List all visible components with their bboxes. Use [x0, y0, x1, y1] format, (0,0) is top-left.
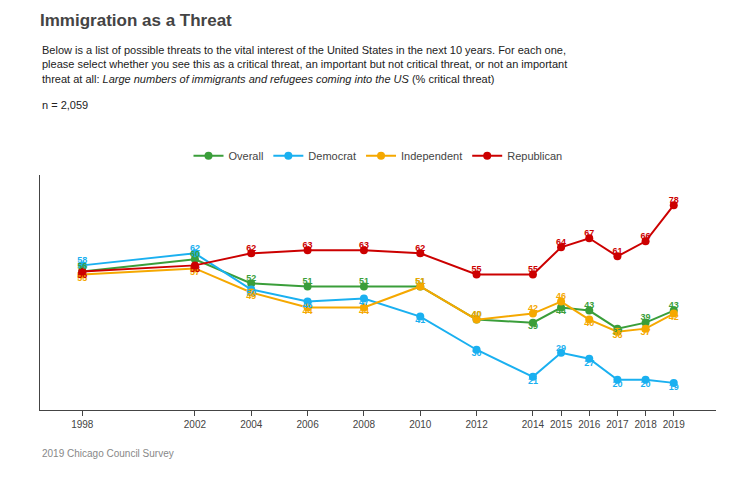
svg-text:42: 42: [669, 312, 679, 322]
svg-text:49: 49: [246, 291, 256, 301]
svg-text:56: 56: [77, 270, 87, 280]
svg-text:67: 67: [584, 228, 594, 238]
svg-text:43: 43: [669, 300, 679, 310]
svg-text:2008: 2008: [353, 419, 376, 430]
svg-text:Immigration as a Threat: Immigration as a Threat: [40, 11, 232, 30]
svg-text:46: 46: [303, 300, 313, 310]
svg-text:Independent: Independent: [401, 150, 462, 162]
svg-text:36: 36: [612, 330, 622, 340]
svg-text:39: 39: [641, 312, 651, 322]
svg-text:2010: 2010: [409, 419, 432, 430]
svg-text:37: 37: [641, 327, 651, 337]
svg-text:64: 64: [556, 237, 566, 247]
svg-text:51: 51: [415, 276, 425, 286]
svg-text:37: 37: [612, 327, 622, 337]
svg-text:29: 29: [556, 343, 566, 353]
svg-text:57: 57: [190, 267, 200, 277]
svg-text:62: 62: [246, 243, 256, 253]
svg-text:Below is a list of possible th: Below is a list of possible threats to t…: [42, 44, 567, 85]
svg-text:60: 60: [190, 249, 200, 259]
svg-text:61: 61: [612, 246, 622, 256]
svg-text:78: 78: [669, 195, 679, 205]
svg-text:Democrat: Democrat: [308, 150, 356, 162]
svg-text:2018: 2018: [634, 419, 657, 430]
svg-text:2004: 2004: [240, 419, 263, 430]
svg-text:40: 40: [472, 309, 482, 319]
svg-text:20: 20: [641, 379, 651, 389]
svg-text:47: 47: [359, 297, 369, 307]
svg-text:40: 40: [584, 318, 594, 328]
svg-text:2019 Chicago Council Survey: 2019 Chicago Council Survey: [42, 448, 174, 459]
svg-text:63: 63: [359, 240, 369, 250]
svg-text:44: 44: [359, 306, 369, 316]
svg-text:2014: 2014: [522, 419, 545, 430]
svg-text:2016: 2016: [578, 419, 601, 430]
svg-text:2006: 2006: [296, 419, 319, 430]
svg-text:46: 46: [556, 291, 566, 301]
svg-text:Republican: Republican: [507, 150, 562, 162]
svg-text:27: 27: [584, 358, 594, 368]
svg-text:2012: 2012: [465, 419, 488, 430]
svg-text:n = 2,059: n = 2,059: [42, 99, 88, 111]
svg-text:2019: 2019: [663, 419, 686, 430]
svg-text:2002: 2002: [184, 419, 207, 430]
svg-text:19: 19: [669, 382, 679, 392]
svg-text:55: 55: [77, 273, 87, 283]
svg-text:21: 21: [528, 376, 538, 386]
svg-text:62: 62: [190, 243, 200, 253]
svg-text:56: 56: [77, 261, 87, 271]
svg-text:39: 39: [528, 321, 538, 331]
svg-text:51: 51: [359, 276, 369, 286]
svg-text:2015: 2015: [550, 419, 573, 430]
svg-text:41: 41: [415, 315, 425, 325]
svg-text:44: 44: [303, 306, 313, 316]
svg-text:63: 63: [303, 240, 313, 250]
svg-text:55: 55: [472, 264, 482, 274]
svg-text:62: 62: [415, 243, 425, 253]
svg-text:Overall: Overall: [229, 150, 264, 162]
svg-text:51: 51: [303, 276, 313, 286]
svg-text:51: 51: [415, 276, 425, 286]
svg-text:52: 52: [246, 273, 256, 283]
svg-text:20: 20: [612, 379, 622, 389]
svg-text:58: 58: [77, 255, 87, 265]
svg-text:58: 58: [190, 264, 200, 274]
svg-text:50: 50: [246, 288, 256, 298]
svg-text:43: 43: [584, 300, 594, 310]
svg-text:1998: 1998: [71, 419, 94, 430]
svg-text:30: 30: [472, 348, 482, 358]
svg-text:66: 66: [641, 231, 651, 241]
svg-text:42: 42: [528, 303, 538, 313]
svg-text:2017: 2017: [606, 419, 629, 430]
svg-text:44: 44: [556, 306, 566, 316]
svg-text:40: 40: [472, 309, 482, 319]
svg-text:55: 55: [528, 264, 538, 274]
